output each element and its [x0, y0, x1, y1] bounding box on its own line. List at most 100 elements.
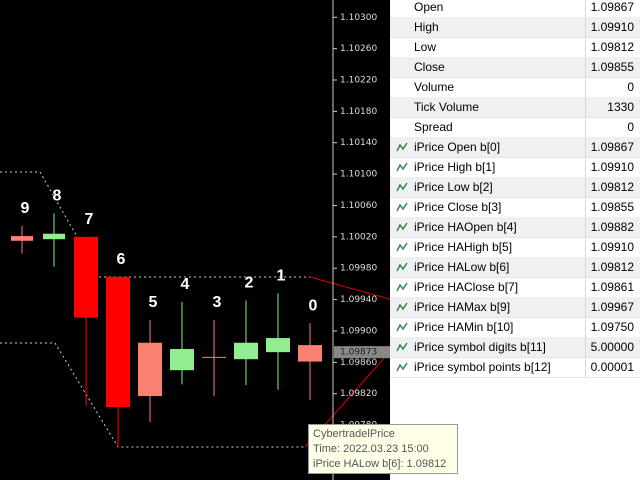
- data-row: iPrice HAMax b[9] 1.09967: [390, 297, 640, 318]
- row-label: iPrice Low b[2]: [414, 180, 493, 194]
- row-label: Spread: [414, 120, 453, 134]
- row-sep: [585, 97, 586, 117]
- indicator-icon: [396, 142, 408, 152]
- candle-number: 8: [53, 188, 62, 205]
- candle-body: [170, 349, 194, 371]
- row-value: 1.09867: [590, 0, 634, 14]
- row-sep: [585, 0, 586, 17]
- row-label: High: [414, 20, 439, 34]
- row-sep: [585, 337, 586, 357]
- candle-body: [106, 276, 130, 408]
- data-row: High 1.09910: [390, 17, 640, 38]
- row-value: 1.09910: [590, 20, 634, 34]
- candle-number: 0: [309, 297, 318, 314]
- data-row: iPrice Low b[2] 1.09812: [390, 177, 640, 198]
- row-sep: [585, 297, 586, 317]
- candle-number: 7: [85, 211, 94, 228]
- data-row: iPrice Open b[0] 1.09867: [390, 137, 640, 158]
- price-label: 1.09980: [340, 264, 377, 274]
- row-value: 1.09750: [590, 320, 634, 334]
- row-sep: [585, 117, 586, 137]
- data-row: iPrice Close b[3] 1.09855: [390, 197, 640, 218]
- candle-body: [74, 236, 98, 318]
- row-label: iPrice HAClose b[7]: [414, 280, 519, 294]
- row-sep: [585, 237, 586, 257]
- candle-number: 4: [181, 276, 190, 293]
- data-row: iPrice High b[1] 1.09910: [390, 157, 640, 178]
- candle-number: 3: [213, 294, 222, 311]
- indicator-icon: [396, 262, 408, 272]
- row-value: 1330: [607, 100, 634, 114]
- row-sep: [585, 137, 586, 157]
- price-label: 1.10260: [340, 44, 377, 54]
- row-label: iPrice HALow b[6]: [414, 260, 510, 274]
- price-label: 1.10060: [340, 201, 377, 211]
- price-label: 1.10180: [340, 107, 377, 117]
- candle-body: [43, 233, 65, 240]
- data-row: Close 1.09855: [390, 57, 640, 78]
- data-row: iPrice HAOpen b[4] 1.09882: [390, 217, 640, 238]
- row-value: 1.09910: [590, 160, 634, 174]
- row-sep: [585, 57, 586, 77]
- indicator-icon: [396, 242, 408, 252]
- data-row: iPrice HAClose b[7] 1.09861: [390, 277, 640, 298]
- data-row: iPrice symbol digits b[11] 5.00000: [390, 337, 640, 358]
- tooltip-line: CybertradelPrice: [313, 428, 395, 440]
- row-sep: [585, 157, 586, 177]
- indicator-icon: [396, 182, 408, 192]
- row-label: Volume: [414, 80, 455, 94]
- candle-body: [298, 345, 322, 362]
- candle-number: 1: [277, 268, 286, 285]
- candle-number: 6: [117, 251, 126, 268]
- tooltip: CybertradelPrice Time: 2022.03.23 15:00 iP…: [308, 424, 458, 474]
- row-label: iPrice HAOpen b[4]: [414, 220, 517, 234]
- row-value: 1.09812: [590, 260, 634, 274]
- row-label: iPrice HAMin b[10]: [414, 320, 514, 334]
- row-label: iPrice Open b[0]: [414, 140, 501, 154]
- row-value: 1.09882: [590, 220, 634, 234]
- row-value: 1.09967: [590, 300, 634, 314]
- data-row: iPrice HAMin b[10] 1.09750: [390, 317, 640, 338]
- price-label: 1.10020: [340, 232, 377, 242]
- tooltip-line: Time: 2022.03.23 15:00: [313, 443, 429, 455]
- indicator-icon: [396, 222, 408, 232]
- price-tag-label: 1.09873: [340, 348, 377, 358]
- indicator-icon: [396, 202, 408, 212]
- row-sep: [585, 197, 586, 217]
- row-sep: [585, 317, 586, 337]
- indicator-icon: [396, 322, 408, 332]
- row-value: 1.09867: [590, 140, 634, 154]
- candle-body: [138, 342, 162, 397]
- row-label: iPrice HAMax b[9]: [414, 300, 511, 314]
- connector: [309, 276, 390, 300]
- row-value: 1.09861: [590, 280, 634, 294]
- indicator-icon: [396, 162, 408, 172]
- data-row: iPrice HALow b[6] 1.09812: [390, 257, 640, 278]
- data-row: Open 1.09867: [390, 0, 640, 18]
- price-label: 1.10220: [340, 76, 377, 86]
- row-value: 1.09812: [590, 180, 634, 194]
- price-label: 1.09900: [340, 326, 377, 336]
- indicator-icon: [396, 362, 408, 372]
- row-sep: [585, 37, 586, 57]
- row-value: 1.09910: [590, 240, 634, 254]
- indicator-icon: [396, 302, 408, 312]
- row-value: 0: [627, 80, 634, 94]
- data-row: iPrice HAHigh b[5] 1.09910: [390, 237, 640, 258]
- data-row: Spread 0: [390, 117, 640, 138]
- indicator-icon: [396, 342, 408, 352]
- price-tag: [334, 346, 390, 359]
- price-label: 1.10300: [340, 13, 377, 23]
- row-value: 5.00000: [590, 340, 634, 354]
- row-sep: [585, 357, 586, 377]
- row-label: iPrice Close b[3]: [414, 200, 502, 214]
- data-row: iPrice symbol points b[12] 0.00001: [390, 357, 640, 378]
- candle-body: [234, 342, 258, 360]
- row-label: Tick Volume: [414, 100, 479, 114]
- row-label: iPrice High b[1]: [414, 160, 496, 174]
- candle-number: 2: [245, 275, 254, 292]
- price-label: 1.10140: [340, 138, 377, 148]
- row-value: 0: [627, 120, 634, 134]
- row-value: 1.09855: [590, 200, 634, 214]
